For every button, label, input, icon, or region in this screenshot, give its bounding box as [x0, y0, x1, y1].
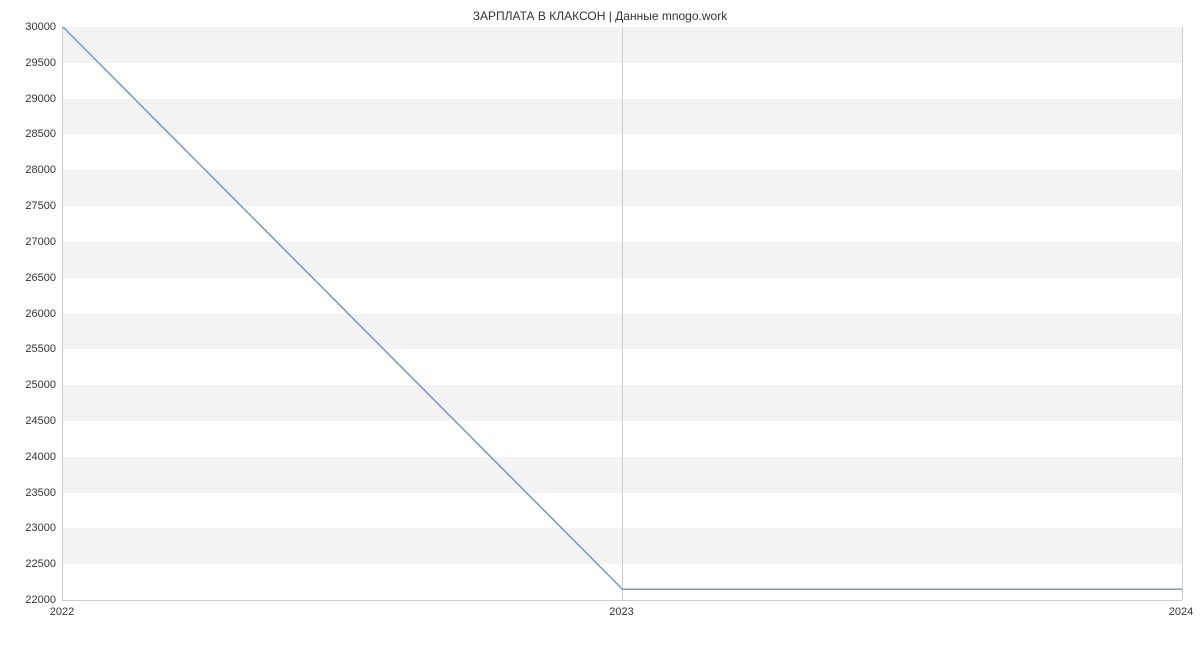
x-tick-label: 2024 [1169, 606, 1193, 618]
y-tick-label: 27500 [25, 200, 56, 212]
y-tick-label: 29500 [25, 57, 56, 69]
y-tick-label: 29000 [25, 93, 56, 105]
y-tick-label: 24000 [25, 451, 56, 463]
y-tick-label: 26000 [25, 308, 56, 320]
series-line [63, 27, 1182, 589]
chart-title: ЗАРПЛАТА В КЛАКСОН | Данные mnogo.work [0, 9, 1200, 23]
line-series-svg [63, 27, 1182, 600]
y-tick-label: 23500 [25, 487, 56, 499]
x-tick-label: 2023 [609, 606, 633, 618]
y-tick-label: 25000 [25, 379, 56, 391]
y-tick-label: 27000 [25, 236, 56, 248]
y-tick-label: 28500 [25, 128, 56, 140]
y-tick-label: 22500 [25, 558, 56, 570]
plot-area [62, 27, 1182, 601]
y-tick-label: 22000 [25, 594, 56, 606]
y-tick-label: 30000 [25, 21, 56, 33]
salary-line-chart: ЗАРПЛАТА В КЛАКСОН | Данные mnogo.work 2… [0, 0, 1200, 650]
x-tick-label: 2022 [50, 606, 74, 618]
y-tick-label: 25500 [25, 343, 56, 355]
y-tick-label: 23000 [25, 522, 56, 534]
y-tick-label: 26500 [25, 272, 56, 284]
y-tick-label: 24500 [25, 415, 56, 427]
y-tick-label: 28000 [25, 164, 56, 176]
